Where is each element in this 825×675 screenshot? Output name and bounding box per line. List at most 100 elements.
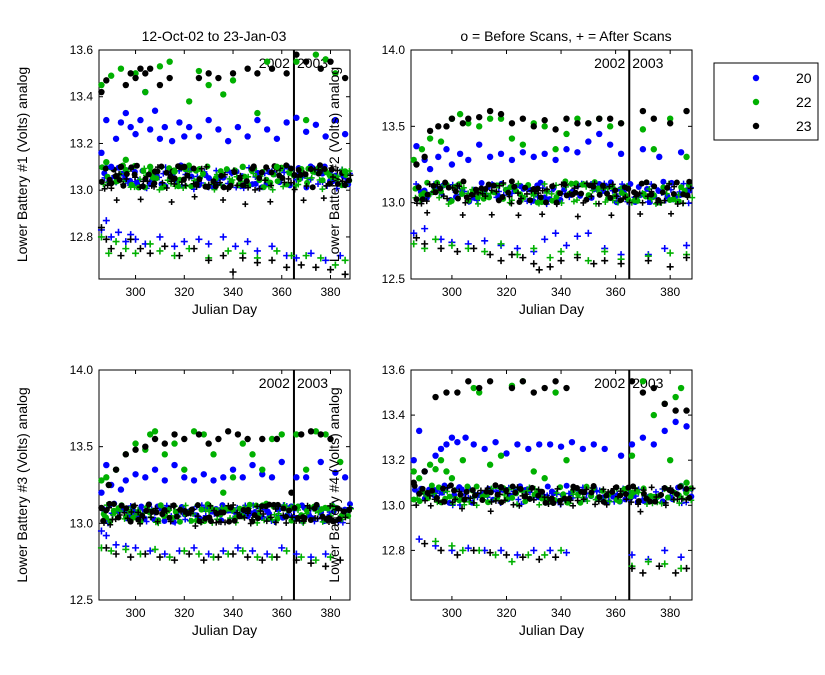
cluster-point	[173, 513, 180, 520]
cluster-point	[460, 178, 467, 185]
cluster-point	[416, 498, 423, 505]
point-after-23	[666, 263, 674, 271]
point-after-20	[161, 550, 169, 558]
point-after-23	[683, 254, 691, 262]
point-before-20	[341, 474, 349, 481]
cluster-point	[504, 490, 511, 497]
cluster-point	[190, 506, 197, 513]
cluster-point	[207, 518, 214, 525]
point-before-23	[122, 451, 130, 458]
cluster-point	[168, 199, 175, 206]
point-after-23	[530, 260, 538, 268]
cluster-point	[140, 514, 147, 521]
cluster-point	[521, 193, 528, 200]
cluster-point	[295, 181, 302, 188]
point-before-22	[220, 91, 227, 98]
point-before-20	[628, 441, 636, 448]
cluster-point	[662, 502, 669, 509]
cluster-point	[657, 199, 664, 206]
point-after-22	[297, 553, 305, 561]
point-before-22	[563, 456, 570, 464]
cluster-point	[267, 198, 274, 205]
year-label-right: 2003	[297, 375, 328, 391]
point-before-23	[112, 172, 120, 180]
point-before-22	[302, 466, 310, 473]
point-before-20	[185, 123, 193, 131]
cluster-point	[574, 497, 581, 504]
point-after-20	[219, 233, 227, 241]
cluster-point	[479, 497, 486, 504]
point-before-22	[98, 477, 105, 484]
cluster-point	[144, 178, 151, 185]
point-before-22	[122, 156, 130, 164]
cluster-point	[167, 518, 174, 525]
point-after-23	[102, 235, 110, 243]
cluster-point	[281, 179, 288, 186]
cluster-point	[673, 179, 680, 186]
point-before-20	[234, 123, 242, 131]
cluster-point	[252, 180, 259, 187]
point-after-23	[322, 562, 330, 570]
point-before-23	[497, 484, 505, 491]
point-before-20	[103, 461, 110, 469]
cluster-point	[512, 489, 519, 496]
point-after-23	[497, 257, 505, 265]
point-before-23	[166, 74, 173, 82]
point-before-23	[98, 504, 105, 512]
cluster-point	[466, 498, 473, 505]
cluster-point	[435, 497, 442, 504]
point-before-22	[185, 98, 193, 105]
y-tick-label: 12.5	[70, 593, 94, 607]
cluster-point	[655, 196, 662, 203]
point-before-20	[585, 138, 592, 145]
point-before-23	[552, 378, 559, 385]
point-before-22	[249, 451, 256, 458]
cluster-point	[256, 175, 263, 182]
point-before-23	[410, 479, 417, 486]
panel-4: 300 320 340 360 380 12.8 13.0 13.2 13.4 13.6 Julia…	[326, 363, 696, 638]
point-after-20	[415, 535, 423, 543]
cluster-point	[625, 185, 632, 192]
point-after-20	[336, 252, 344, 260]
cluster-point	[281, 169, 288, 176]
point-before-20	[278, 458, 285, 466]
cluster-point	[131, 512, 138, 519]
cluster-point	[205, 175, 212, 182]
cluster-point	[508, 200, 515, 207]
point-before-20	[437, 445, 445, 453]
y-tick-label: 13.6	[70, 43, 94, 57]
cluster-point	[670, 190, 677, 197]
point-before-23	[541, 117, 548, 124]
cluster-point	[121, 509, 128, 516]
point-after-22	[541, 551, 549, 559]
cluster-point	[562, 182, 569, 189]
cluster-point	[161, 517, 168, 524]
cluster-point	[661, 485, 668, 492]
point-before-23	[302, 58, 310, 65]
cluster-point	[456, 183, 463, 190]
cluster-point	[231, 169, 238, 176]
cluster-point	[602, 198, 609, 205]
point-before-20	[322, 133, 329, 140]
cluster-point	[668, 210, 675, 217]
cluster-point	[230, 502, 237, 509]
cluster-point	[413, 196, 420, 203]
y-tick-label: 13.0	[70, 183, 94, 197]
point-after-23	[214, 553, 222, 561]
point-before-22	[639, 126, 647, 133]
point-after-20	[156, 233, 164, 241]
x-tick-label: 380	[320, 606, 340, 620]
x-tick-label: 360	[606, 606, 626, 620]
point-before-20	[508, 156, 516, 164]
cluster-point	[652, 488, 659, 495]
point-after-23	[519, 553, 527, 561]
point-before-23	[142, 70, 149, 77]
point-after-22	[584, 257, 592, 265]
cluster-point	[207, 502, 214, 509]
point-before-23	[628, 378, 636, 385]
y-axis-label: Lower Battery #3 (Volts) analog	[14, 387, 30, 582]
cluster-point	[198, 506, 205, 513]
point-before-20	[161, 477, 168, 484]
cluster-point	[482, 193, 489, 200]
cluster-point	[188, 517, 195, 524]
